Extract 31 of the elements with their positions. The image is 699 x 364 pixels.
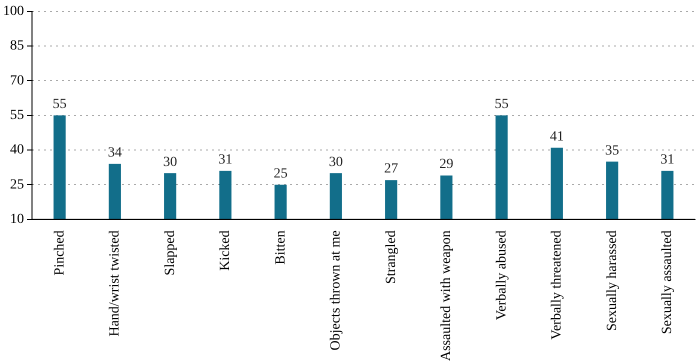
x-tick-label: Bitten	[273, 230, 288, 265]
data-label: 55	[52, 97, 67, 112]
x-tick-label: Pinched	[52, 230, 68, 276]
data-label: 30	[328, 154, 343, 170]
x-tick-label: Assaulted with weapon	[439, 230, 454, 362]
x-tick-label: Strangled	[384, 230, 399, 284]
x-tick-label: Slapped	[162, 230, 178, 276]
x-tick-label: Sexually harassed	[604, 230, 620, 332]
data-label: 25	[274, 166, 288, 182]
x-tick-label: Objects thrown at me	[328, 230, 344, 350]
y-tick-label: 10	[10, 212, 24, 228]
data-label: 34	[108, 146, 122, 161]
x-tick-label: Verbally threatened	[550, 230, 565, 340]
data-label: 31	[218, 152, 232, 168]
data-label: 30	[163, 154, 178, 170]
data-label: 41	[550, 129, 564, 144]
data-label: 27	[384, 162, 398, 177]
y-tick-label: 25	[10, 177, 24, 192]
data-label: 31	[660, 152, 674, 168]
y-tick-label: 55	[10, 108, 24, 124]
x-tick-label: Hand/wrist twisted	[108, 230, 123, 337]
y-tick-label: 70	[10, 73, 24, 88]
y-tick-label: 85	[10, 38, 24, 54]
data-label: 55	[494, 97, 509, 112]
x-tick-label: Verbally abused	[494, 230, 510, 320]
y-tick-label: 100	[3, 4, 24, 20]
data-label: 35	[605, 143, 620, 158]
x-tick-label: Sexually assaulted	[660, 230, 676, 334]
data-label: 29	[439, 157, 454, 172]
y-tick-label: 40	[10, 142, 24, 158]
x-tick-label: Kicked	[218, 230, 234, 271]
